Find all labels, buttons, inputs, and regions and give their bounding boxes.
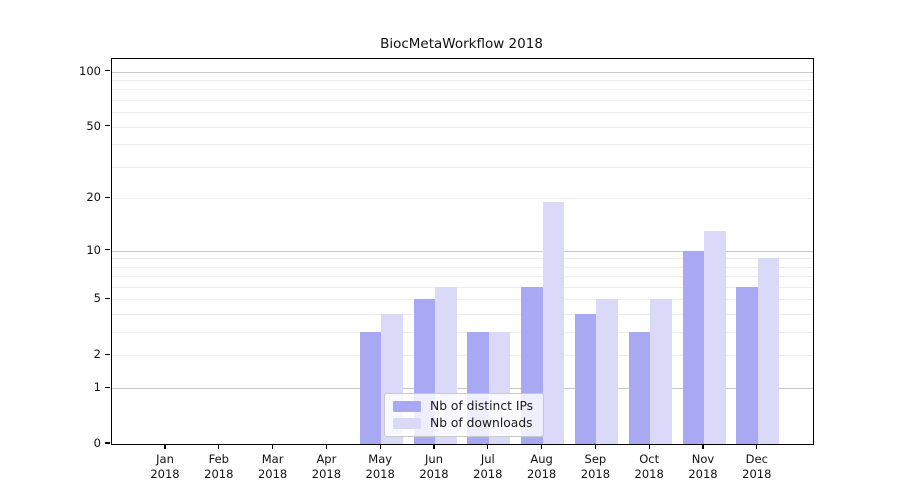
- x-tick-label-aug: Aug 2018: [526, 452, 557, 481]
- bar-nb-of-distinct-ips-dec: [736, 287, 758, 444]
- bar-nb-of-distinct-ips-sep: [574, 314, 597, 444]
- x-tick-mark-jul: [487, 444, 489, 449]
- minor-gridline-5: [112, 299, 813, 301]
- y-tick-mark-1: [105, 386, 110, 388]
- minor-gridline-80: [112, 89, 813, 91]
- major-gridline-10: [112, 250, 813, 252]
- minor-gridline-8: [112, 266, 813, 268]
- bar-nb-of-downloads-oct: [650, 299, 672, 444]
- minor-gridline-20: [112, 198, 813, 200]
- legend-label-downloads: Nb of downloads: [430, 416, 533, 430]
- y-tick-label-5: 5: [93, 291, 101, 306]
- minor-gridline-3: [112, 332, 813, 334]
- y-tick-mark-5: [105, 297, 110, 299]
- x-tick-mark-aug: [541, 444, 543, 449]
- bar-nb-of-downloads-dec: [757, 258, 780, 444]
- minor-gridline-2: [112, 355, 813, 357]
- x-tick-mark-jan: [164, 444, 166, 449]
- minor-gridline-60: [112, 112, 813, 114]
- minor-gridline-4: [112, 314, 813, 316]
- x-tick-label-nov: Nov 2018: [688, 452, 718, 481]
- x-tick-label-jan: Jan 2018: [150, 452, 180, 481]
- minor-gridline-90: [112, 80, 813, 81]
- x-tick-mark-may: [379, 444, 381, 449]
- y-tick-label-1: 1: [93, 380, 101, 395]
- y-tick-mark-0: [105, 442, 110, 444]
- y-tick-mark-100: [105, 70, 110, 72]
- y-tick-mark-2: [105, 353, 110, 355]
- x-tick-mark-sep: [594, 444, 596, 449]
- x-tick-mark-dec: [756, 444, 758, 449]
- y-tick-mark-20: [105, 196, 110, 198]
- legend-swatch-distinct-ips: [393, 400, 421, 412]
- x-tick-mark-jun: [433, 444, 435, 449]
- minor-gridline-40: [112, 144, 813, 146]
- x-tick-mark-nov: [702, 444, 704, 449]
- bar-nb-of-distinct-ips-nov: [682, 250, 704, 444]
- legend-label-distinct-ips: Nb of distinct IPs: [430, 399, 534, 413]
- bar-nb-of-distinct-ips-oct: [628, 332, 651, 444]
- x-tick-label-sep: Sep 2018: [580, 452, 611, 481]
- y-tick-mark-10: [105, 248, 110, 251]
- minor-gridline-6: [112, 287, 813, 288]
- major-gridline-1: [112, 388, 813, 390]
- legend-swatch-downloads: [393, 417, 421, 429]
- minor-gridline-7: [112, 276, 813, 278]
- y-tick-mark-50: [105, 125, 110, 127]
- x-tick-label-mar: Mar 2018: [257, 452, 288, 481]
- y-tick-label-20: 20: [86, 190, 101, 205]
- major-gridline-100: [112, 71, 813, 73]
- y-tick-label-50: 50: [86, 118, 101, 133]
- plot-area: Nb of distinct IPs Nb of downloads: [111, 58, 814, 445]
- y-tick-label-100: 100: [79, 63, 101, 78]
- bar-nb-of-downloads-aug: [542, 202, 565, 444]
- x-tick-label-dec: Dec 2018: [742, 452, 772, 481]
- x-tick-mark-feb: [218, 444, 220, 449]
- minor-gridline-9: [112, 258, 813, 260]
- minor-gridline-50: [112, 126, 813, 128]
- x-tick-mark-mar: [272, 444, 274, 449]
- x-tick-label-may: May 2018: [365, 452, 395, 481]
- legend-item-downloads: Nb of downloads: [393, 416, 533, 430]
- x-tick-mark-apr: [325, 444, 327, 449]
- x-tick-label-jun: Jun 2018: [419, 452, 449, 481]
- x-tick-label-feb: Feb 2018: [204, 452, 234, 481]
- y-tick-label-2: 2: [93, 347, 101, 362]
- legend: Nb of distinct IPs Nb of downloads: [384, 393, 545, 437]
- bar-nb-of-distinct-ips-may: [359, 332, 382, 444]
- y-tick-label-0: 0: [93, 436, 101, 450]
- chart-title: BiocMetaWorkflow 2018: [380, 36, 543, 52]
- x-tick-mark-oct: [648, 444, 650, 449]
- bar-nb-of-downloads-nov: [704, 231, 726, 444]
- x-tick-label-oct: Oct 2018: [634, 452, 664, 481]
- legend-item-distinct-ips: Nb of distinct IPs: [393, 399, 533, 413]
- x-tick-label-apr: Apr 2018: [311, 452, 342, 481]
- x-tick-label-jul: Jul 2018: [473, 452, 503, 481]
- y-tick-label-10: 10: [86, 242, 101, 257]
- bar-nb-of-downloads-sep: [596, 299, 618, 444]
- minor-gridline-70: [112, 100, 813, 101]
- minor-gridline-30: [112, 166, 813, 168]
